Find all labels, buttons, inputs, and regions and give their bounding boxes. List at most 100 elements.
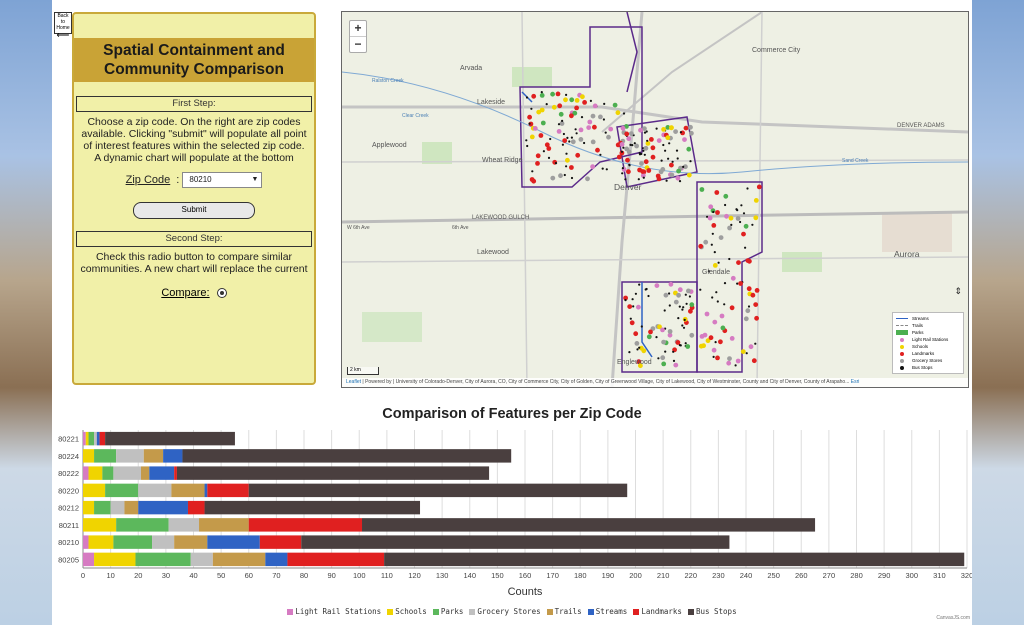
poi-marker[interactable] [706,215,709,218]
chart-legend-item[interactable]: Parks [432,607,463,616]
poi-marker[interactable] [602,118,605,121]
zoom-in-button[interactable]: + [354,21,362,35]
bar-segment-trails[interactable] [171,483,205,498]
poi-marker[interactable] [578,137,584,142]
poi-marker[interactable] [540,91,543,94]
poi-marker[interactable] [625,157,630,163]
poi-marker[interactable] [622,146,625,149]
poi-marker[interactable] [643,145,649,151]
poi-marker[interactable] [754,288,760,293]
poi-marker[interactable] [629,143,632,146]
poi-marker[interactable] [626,169,631,175]
poi-marker[interactable] [665,179,668,182]
poi-marker[interactable] [650,145,656,151]
poi-marker[interactable] [587,119,593,125]
poi-marker[interactable] [668,292,671,295]
bar-segment-parks[interactable] [102,466,114,480]
bar-segment-bus-stops[interactable] [182,449,512,463]
poi-marker[interactable] [531,170,534,173]
poi-marker[interactable] [631,298,634,301]
poi-marker[interactable] [590,164,595,170]
poi-marker[interactable] [638,346,641,349]
poi-marker[interactable] [704,311,710,317]
poi-marker[interactable] [640,169,646,174]
poi-marker[interactable] [686,172,692,178]
poi-marker[interactable] [526,144,529,148]
poi-marker[interactable] [668,125,674,131]
poi-marker[interactable] [660,159,663,162]
poi-marker[interactable] [735,208,738,211]
poi-marker[interactable] [574,105,579,111]
poi-marker[interactable] [634,341,640,346]
poi-marker[interactable] [744,246,747,249]
poi-marker[interactable] [745,352,748,355]
poi-marker[interactable] [714,190,720,195]
poi-marker[interactable] [682,137,687,142]
poi-marker[interactable] [603,102,606,105]
poi-marker[interactable] [612,102,618,108]
leaflet-link[interactable]: Leaflet [346,379,362,385]
poi-marker[interactable] [715,291,718,294]
poi-marker[interactable] [559,121,565,126]
poi-marker[interactable] [679,131,682,134]
bar-segment-bus-stops[interactable] [176,466,490,480]
poi-marker[interactable] [580,94,585,100]
poi-marker[interactable] [649,137,654,142]
poi-marker[interactable] [734,364,737,367]
poi-marker[interactable] [642,149,645,152]
poi-marker[interactable] [711,296,714,299]
bar-segment-schools[interactable] [94,552,136,567]
poi-marker[interactable] [570,136,573,139]
poi-marker[interactable] [657,324,662,330]
poi-marker[interactable] [712,319,718,325]
poi-marker[interactable] [621,172,624,175]
bar-segment-streams[interactable] [204,483,208,498]
poi-marker[interactable] [724,213,729,219]
poi-marker[interactable] [545,103,548,106]
bar-segment-streams[interactable] [149,466,175,480]
poi-marker[interactable] [743,316,749,322]
poi-marker[interactable] [678,180,682,183]
poi-marker[interactable] [707,270,710,273]
poi-marker[interactable] [688,124,693,130]
poi-marker[interactable] [640,325,643,328]
bar-segment-bus-stops[interactable] [384,552,965,567]
poi-marker[interactable] [711,347,717,353]
poi-marker[interactable] [527,114,532,120]
poi-marker[interactable] [580,116,584,119]
poi-marker[interactable] [601,167,604,170]
poi-marker[interactable] [582,100,587,105]
bar-segment-streams[interactable] [207,535,260,549]
bar-segment-landmarks[interactable] [99,431,106,446]
poi-marker[interactable] [572,110,578,116]
poi-marker[interactable] [740,204,743,207]
poi-marker[interactable] [585,176,590,182]
compare-radio[interactable] [216,288,227,299]
poi-marker[interactable] [676,157,679,160]
poi-marker[interactable] [539,93,545,98]
poi-marker[interactable] [745,308,751,314]
poi-marker[interactable] [661,127,666,132]
chart-legend-item[interactable]: Streams [587,607,627,616]
poi-marker[interactable] [590,139,596,145]
bar-segment-parks[interactable] [94,500,111,515]
poi-marker[interactable] [658,169,664,175]
poi-marker[interactable] [729,305,735,311]
poi-marker[interactable] [683,125,689,131]
poi-marker[interactable] [557,103,563,109]
poi-marker[interactable] [676,292,681,298]
poi-marker[interactable] [525,139,528,142]
bar-segment-grocery-stores[interactable] [110,500,125,515]
poi-marker[interactable] [624,299,627,302]
poi-marker[interactable] [575,152,581,158]
poi-marker[interactable] [672,359,676,362]
poi-marker[interactable] [727,225,732,231]
poi-marker[interactable] [677,317,680,320]
poi-marker[interactable] [637,178,640,181]
poi-marker[interactable] [624,131,630,137]
poi-marker[interactable] [754,315,759,321]
poi-marker[interactable] [623,295,628,301]
bar-segment-grocery-stores[interactable] [168,518,200,532]
poi-marker[interactable] [554,162,558,165]
poi-marker[interactable] [535,161,540,166]
